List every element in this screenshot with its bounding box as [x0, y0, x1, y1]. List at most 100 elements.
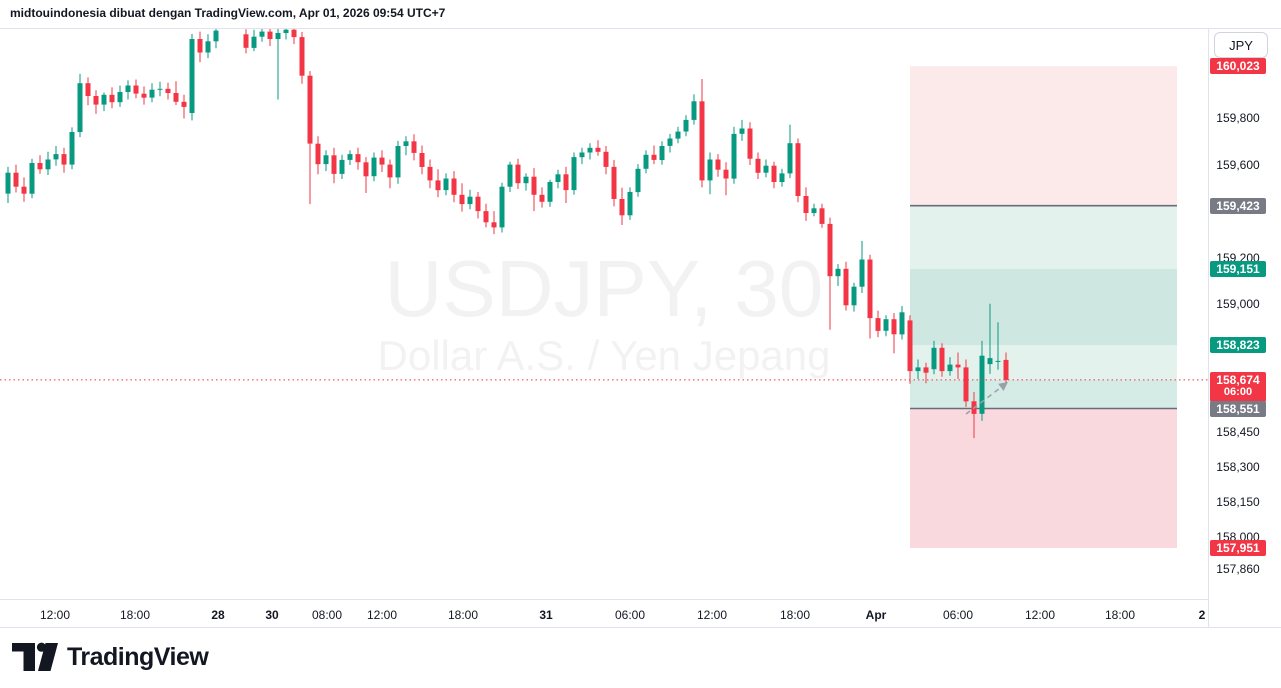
candle	[547, 179, 553, 207]
time-tick-label: 18:00	[119, 608, 151, 622]
candle	[491, 211, 497, 235]
price-zone[interactable]	[910, 66, 1177, 206]
candle	[803, 187, 809, 221]
time-tick-label: 12:00	[696, 608, 728, 622]
chart-pane[interactable]: USDJPY, 30 Dollar A.S. / Yen Jepang	[0, 29, 1208, 599]
candle	[627, 187, 633, 220]
candle	[987, 303, 993, 374]
footer: TradingView	[0, 628, 1281, 688]
candle	[157, 81, 163, 97]
chart-widget: USDJPY, 30 Dollar A.S. / Yen Jepang JPY …	[0, 28, 1281, 629]
candle	[141, 86, 147, 105]
price-zone[interactable]	[910, 408, 1177, 549]
time-tick-label: 06:00	[614, 608, 646, 622]
candle	[947, 357, 953, 376]
candle	[731, 126, 737, 184]
candle	[859, 240, 865, 293]
attribution-text: midtouindonesia dibuat dengan TradingVie…	[10, 6, 446, 20]
candle	[819, 203, 825, 228]
candle	[603, 146, 609, 175]
candle	[611, 159, 617, 207]
tradingview-logo-icon	[12, 642, 58, 671]
candle	[213, 29, 219, 49]
candle	[643, 150, 649, 174]
candle	[197, 31, 203, 63]
candle	[835, 264, 841, 286]
price-zone[interactable]	[910, 379, 1177, 409]
candle	[659, 141, 665, 165]
time-axis[interactable]: 12:00 18:00 28 30 08:00 12:00 18:00 31 06:00 12:0…	[0, 599, 1208, 629]
price-badge: 160,023	[1210, 58, 1266, 74]
candle	[459, 183, 465, 212]
candle	[595, 140, 601, 156]
candle	[243, 29, 249, 54]
candle	[315, 136, 321, 175]
tradingview-logo-text: TradingView	[67, 642, 209, 671]
price-tick-label: 158,450	[1216, 425, 1260, 439]
time-tick-label: Apr	[865, 608, 887, 622]
candle	[635, 164, 641, 197]
candle	[619, 187, 625, 225]
price-zone[interactable]	[910, 205, 1177, 269]
currency-button[interactable]: JPY	[1214, 32, 1268, 58]
price-badge: 159,423	[1210, 198, 1266, 214]
candle	[77, 73, 83, 138]
candle	[403, 136, 409, 156]
candle	[451, 171, 457, 203]
candle	[899, 306, 905, 340]
candle	[331, 147, 337, 184]
candle	[435, 169, 441, 198]
price-tick-label: 157,860	[1216, 562, 1260, 576]
candle	[571, 152, 577, 195]
candle	[101, 92, 107, 112]
candle	[675, 126, 681, 144]
candle	[883, 315, 889, 337]
time-tick-label: 18:00	[447, 608, 479, 622]
candle	[419, 145, 425, 175]
candle	[259, 29, 265, 42]
candle	[347, 150, 353, 165]
candle	[189, 33, 195, 121]
candle	[323, 150, 329, 172]
candle	[29, 158, 35, 199]
candle	[275, 29, 281, 100]
candlestick-chart[interactable]	[0, 29, 1208, 599]
price-zone[interactable]	[910, 345, 1177, 380]
candle	[515, 158, 521, 189]
candle	[125, 80, 131, 100]
candle	[85, 77, 91, 106]
candle	[963, 359, 969, 407]
time-tick-label: 12:00	[1024, 608, 1056, 622]
candle	[133, 79, 139, 99]
candle	[165, 82, 171, 100]
candle	[307, 71, 313, 205]
candle	[507, 161, 513, 192]
candle	[411, 134, 417, 161]
candle	[363, 157, 369, 193]
candle	[707, 152, 713, 195]
price-zone[interactable]	[910, 269, 1177, 346]
candle	[667, 133, 673, 153]
price-tick-label: 159,800	[1216, 111, 1260, 125]
candle	[995, 322, 1001, 370]
candle	[747, 122, 753, 165]
tradingview-logo[interactable]: TradingView	[12, 642, 209, 672]
candle	[339, 154, 345, 179]
candle	[699, 79, 705, 188]
candle	[37, 155, 43, 174]
candle	[283, 29, 289, 40]
candle	[931, 340, 937, 375]
price-tick-label: 159,000	[1216, 297, 1260, 311]
candle	[483, 203, 489, 228]
candle	[555, 169, 561, 189]
candle	[891, 313, 897, 354]
candle	[181, 94, 187, 119]
candle	[683, 115, 689, 137]
candle	[867, 254, 873, 339]
candle	[467, 189, 473, 210]
candle	[691, 94, 697, 125]
candle	[739, 119, 745, 141]
candle	[523, 173, 529, 191]
candle	[587, 143, 593, 160]
price-axis[interactable]: JPY 159,800 159,600 159,200 159,000 158,450 1…	[1208, 29, 1281, 629]
